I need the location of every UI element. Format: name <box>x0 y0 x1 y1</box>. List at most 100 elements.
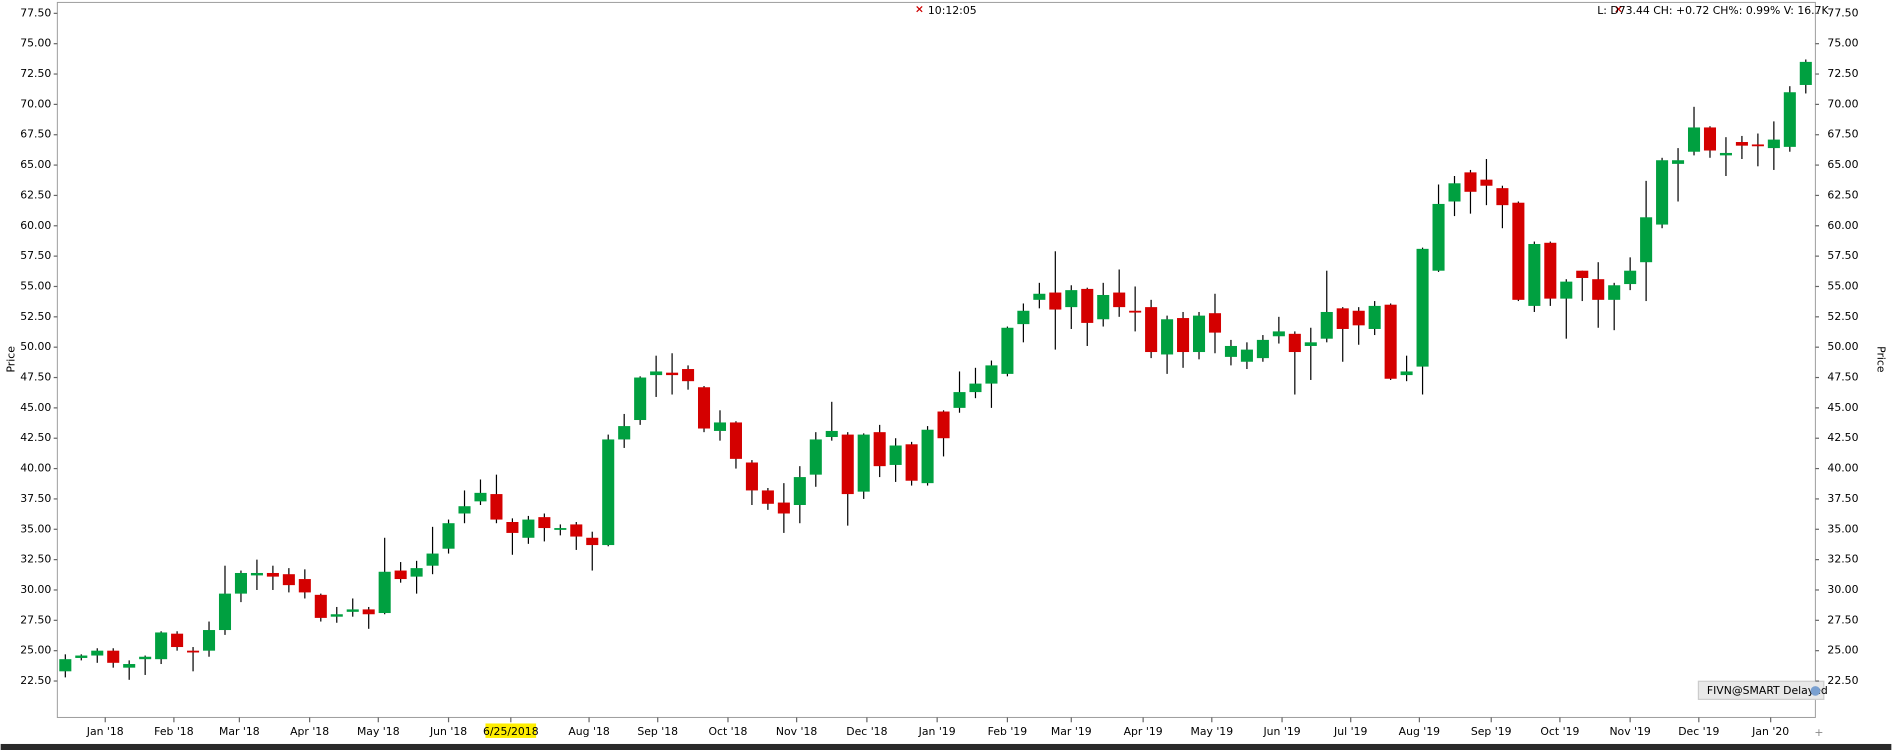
y-tick-label: 72.50 <box>20 67 51 80</box>
x-tick-label: Sep '19 <box>1471 725 1512 738</box>
y-tick-label: 55.00 <box>20 279 51 292</box>
candle-body <box>889 445 902 465</box>
candle-body <box>650 371 663 376</box>
candle-body <box>634 377 647 421</box>
candle-body <box>442 523 455 549</box>
y2-tick-label: 55.00 <box>1827 279 1858 292</box>
y2-tick-label: 67.50 <box>1827 128 1858 141</box>
y2-tick-label: 50.00 <box>1827 340 1858 353</box>
candle-body <box>362 609 375 615</box>
y-tick-label: 67.50 <box>20 128 51 141</box>
candle-body <box>1081 288 1094 323</box>
candle-body <box>969 383 982 393</box>
y-tick-label: 47.50 <box>20 371 51 384</box>
candle-body <box>1640 217 1653 263</box>
candle-body <box>1145 307 1158 353</box>
y2-tick-label: 40.00 <box>1827 462 1858 475</box>
candle-body <box>1783 92 1796 147</box>
candle-body <box>1001 327 1014 374</box>
candle-body <box>107 650 120 663</box>
y-tick-label: 27.50 <box>20 613 51 626</box>
candle-body <box>1017 310 1030 325</box>
candle-body <box>985 365 998 384</box>
y-tick-label: 35.00 <box>20 522 51 535</box>
candle-body <box>873 432 886 467</box>
close-icon[interactable]: × <box>915 3 924 16</box>
candle-body <box>346 609 359 612</box>
candle-body <box>394 570 407 580</box>
source-box <box>1697 680 1825 700</box>
y2-tick-label: 25.00 <box>1827 644 1858 657</box>
y-tick-label: 77.50 <box>20 6 51 19</box>
candle-body <box>554 528 567 530</box>
candle-body <box>1608 285 1621 300</box>
y-tick-label: 57.50 <box>20 249 51 262</box>
y2-tick-label: 22.50 <box>1827 674 1858 687</box>
candle-body <box>1336 308 1349 329</box>
y-tick-label: 32.50 <box>20 553 51 566</box>
x-tick-label: Feb '18 <box>154 725 194 738</box>
candle-body <box>266 572 279 577</box>
candle-body <box>1576 270 1589 278</box>
candle-body <box>490 494 503 520</box>
y-tick-label: 22.50 <box>20 674 51 687</box>
candle-body <box>1703 127 1717 151</box>
candle-body <box>123 664 136 668</box>
candle-body <box>155 632 168 660</box>
add-button[interactable]: + <box>1814 726 1823 739</box>
candle-body <box>1320 311 1333 339</box>
x-tick-label: Nov '19 <box>1609 725 1650 738</box>
candle-body <box>1272 331 1285 337</box>
y2-tick-label: 52.50 <box>1827 310 1858 323</box>
x-tick-highlight <box>485 723 537 738</box>
x-tick-label: Oct '18 <box>708 725 747 738</box>
candle-body <box>666 372 679 376</box>
x-tick-label: 6/25/2018 <box>483 725 539 738</box>
candle-body <box>426 553 439 566</box>
time-label: 10:12:05 <box>928 4 977 17</box>
x-tick-label: Sep '18 <box>637 725 678 738</box>
candle-body <box>1496 188 1509 206</box>
candle-body <box>282 574 295 586</box>
x-tick-label: Oct '19 <box>1540 725 1579 738</box>
y2-tick-label: 70.00 <box>1827 97 1858 110</box>
x-tick-label: Jun '19 <box>1262 725 1300 738</box>
candle-body <box>1751 144 1764 147</box>
x-tick-label: Dec '18 <box>846 725 887 738</box>
y2-tick-label: 27.50 <box>1827 613 1858 626</box>
candle-body <box>618 426 631 440</box>
candle-body <box>857 434 870 492</box>
candle-body <box>1161 319 1174 355</box>
candle-body <box>1624 270 1637 285</box>
candle-body <box>1464 172 1477 192</box>
candle-body <box>809 439 822 475</box>
candle-body <box>682 369 695 382</box>
candle-body <box>59 659 72 672</box>
x-tick-label: Apr '18 <box>290 725 329 738</box>
x-tick-label: May '18 <box>357 725 400 738</box>
candle-body <box>1735 142 1748 146</box>
y2-tick-label: 45.00 <box>1827 401 1858 414</box>
candle-body <box>1304 342 1317 346</box>
candle-body <box>921 429 934 484</box>
candle-body <box>1480 179 1493 186</box>
candle-body <box>298 579 311 593</box>
y-tick-label: 65.00 <box>20 158 51 171</box>
candle-body <box>171 633 184 648</box>
close-icon[interactable]: × <box>1614 3 1623 16</box>
candle-body <box>1224 345 1237 357</box>
candle-body <box>378 571 391 614</box>
x-tick-label: May '19 <box>1190 725 1233 738</box>
candle-body <box>1033 293 1046 300</box>
x-tick-label: Mar '18 <box>219 725 260 738</box>
y-axis-title: Price <box>5 346 18 373</box>
candle-body <box>1656 160 1669 225</box>
candle-body <box>1129 310 1142 313</box>
candle-body <box>538 517 551 529</box>
candle-body <box>953 392 966 408</box>
candle-body <box>1368 305 1381 329</box>
source-icon <box>1810 686 1821 696</box>
candle-body <box>1352 310 1365 326</box>
x-tick-label: Aug '19 <box>1399 725 1441 738</box>
candle-body <box>697 387 711 429</box>
